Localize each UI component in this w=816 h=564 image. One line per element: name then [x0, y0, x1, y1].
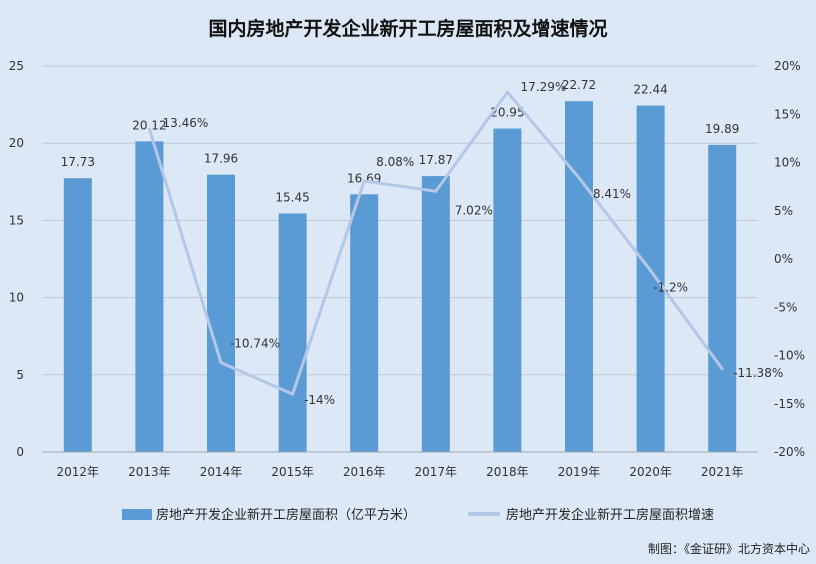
- growth-point: [505, 90, 509, 94]
- bar: [565, 101, 593, 453]
- y-left-tick-label: 5: [16, 368, 24, 382]
- legend-bar-label: 房地产开发企业新开工房屋面积（亿平方米）: [156, 507, 416, 523]
- growth-value-label: -1.2%: [653, 281, 688, 295]
- x-tick-label: 2019年: [558, 465, 601, 479]
- growth-point: [147, 127, 151, 131]
- bar: [350, 194, 379, 452]
- growth-point: [219, 361, 223, 365]
- x-tick-label: 2014年: [200, 465, 243, 479]
- source-note: 制图：《金证研》北方资本中心: [647, 542, 810, 556]
- growth-point: [362, 179, 366, 183]
- bar: [63, 178, 92, 453]
- growth-value-label: 8.41%: [593, 187, 631, 201]
- x-tick-label: 2015年: [271, 465, 314, 479]
- y-right-tick-label: 0%: [774, 252, 793, 266]
- growth-point: [577, 176, 581, 180]
- growth-value-label: 7.02%: [455, 203, 493, 217]
- growth-value-label: -11.38%: [733, 366, 783, 380]
- y-left-tick-label: 10: [9, 291, 24, 305]
- growth-value-label: 8.08%: [376, 155, 414, 169]
- legend-line-label: 房地产开发企业新开工房屋面积增速: [506, 507, 714, 523]
- bar-value-label: 20.12: [132, 118, 166, 132]
- x-tick-label: 2018年: [486, 465, 529, 479]
- bar: [207, 174, 235, 452]
- bar-value-label: 17.96: [204, 152, 238, 166]
- chart-title: 国内房地产开发企业新开工房屋面积及增速情况: [208, 18, 608, 40]
- x-tick-label: 2021年: [701, 465, 744, 479]
- growth-point: [434, 189, 438, 193]
- x-tick-label: 2020年: [629, 465, 672, 479]
- bar: [636, 105, 665, 452]
- growth-value-label: 17.29%: [521, 80, 567, 94]
- y-right-tick-label: 5%: [774, 204, 793, 218]
- bar-value-label: 19.89: [705, 122, 739, 136]
- y-right-tick-label: -5%: [774, 300, 797, 314]
- growth-point: [291, 392, 295, 396]
- y-right-tick-label: 20%: [774, 59, 801, 73]
- bar: [708, 144, 737, 452]
- growth-point: [720, 367, 724, 371]
- y-left-tick-label: 0: [16, 445, 24, 459]
- bar: [421, 176, 450, 452]
- growth-value-label: 13.46%: [163, 116, 209, 130]
- bar-value-label: 20.95: [490, 106, 524, 120]
- y-right-tick-label: -20%: [774, 445, 805, 459]
- y-left-tick-label: 25: [9, 59, 24, 73]
- growth-value-label: -10.74%: [230, 337, 280, 351]
- bar: [135, 141, 164, 452]
- y-right-tick-label: -10%: [774, 349, 805, 363]
- x-tick-label: 2012年: [57, 465, 100, 479]
- legend-bar-swatch: [122, 509, 152, 520]
- y-left-tick-label: 20: [9, 136, 24, 150]
- y-right-tick-label: 10%: [774, 156, 801, 170]
- x-tick-label: 2017年: [415, 465, 458, 479]
- growth-value-label: -14%: [304, 393, 335, 407]
- y-right-tick-label: -15%: [774, 397, 805, 411]
- growth-point: [649, 269, 653, 273]
- bar-value-label: 17.87: [419, 153, 453, 167]
- x-tick-label: 2016年: [343, 465, 386, 479]
- bar-value-label: 17.73: [61, 155, 95, 169]
- bar-value-label: 15.45: [275, 190, 309, 204]
- y-left-tick-label: 15: [9, 213, 24, 227]
- x-tick-label: 2013年: [128, 465, 171, 479]
- bar-value-label: 22.72: [562, 78, 596, 92]
- bar: [493, 128, 522, 453]
- bar: [278, 213, 307, 452]
- y-right-tick-label: 15%: [774, 107, 801, 121]
- bar-value-label: 22.44: [633, 83, 667, 97]
